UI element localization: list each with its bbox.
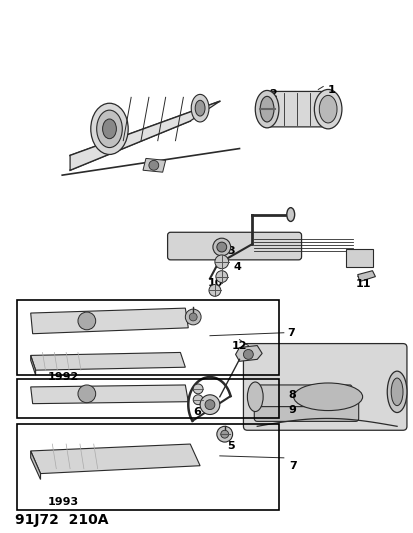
Text: 6: 6: [193, 407, 201, 417]
Text: 5: 5: [227, 441, 235, 451]
Text: 9: 9: [288, 405, 296, 415]
Polygon shape: [357, 271, 375, 281]
Circle shape: [78, 312, 95, 330]
FancyBboxPatch shape: [259, 385, 351, 407]
Ellipse shape: [286, 208, 294, 221]
Ellipse shape: [102, 119, 116, 139]
Ellipse shape: [313, 90, 341, 129]
Text: 7: 7: [286, 328, 294, 338]
Ellipse shape: [97, 110, 122, 148]
Text: 8: 8: [288, 390, 296, 400]
Polygon shape: [31, 385, 188, 403]
Circle shape: [215, 271, 227, 282]
Ellipse shape: [318, 95, 336, 123]
Circle shape: [209, 285, 220, 296]
Polygon shape: [70, 101, 219, 170]
Ellipse shape: [195, 100, 204, 116]
Text: 11: 11: [355, 279, 370, 288]
Circle shape: [216, 426, 232, 442]
Polygon shape: [142, 158, 165, 172]
Ellipse shape: [390, 378, 402, 406]
Ellipse shape: [293, 383, 362, 410]
Bar: [345, 249, 373, 266]
Text: 10: 10: [207, 278, 223, 288]
Circle shape: [193, 395, 202, 405]
Ellipse shape: [247, 382, 263, 411]
Text: 3: 3: [227, 246, 235, 256]
FancyBboxPatch shape: [254, 394, 358, 422]
Circle shape: [214, 255, 228, 269]
Polygon shape: [31, 352, 185, 370]
Ellipse shape: [216, 242, 226, 252]
Circle shape: [185, 309, 201, 325]
FancyBboxPatch shape: [167, 232, 301, 260]
Bar: [17, 300, 278, 375]
Circle shape: [220, 430, 228, 438]
FancyBboxPatch shape: [263, 92, 333, 127]
Circle shape: [199, 395, 219, 415]
Circle shape: [189, 313, 197, 321]
Ellipse shape: [90, 103, 128, 155]
Text: 7: 7: [288, 461, 296, 471]
Text: 91J72  210A: 91J72 210A: [15, 513, 108, 527]
Circle shape: [243, 350, 253, 359]
Text: 1: 1: [328, 85, 335, 94]
Ellipse shape: [259, 96, 273, 122]
Circle shape: [78, 385, 95, 402]
Circle shape: [204, 400, 214, 409]
Circle shape: [193, 384, 202, 394]
Polygon shape: [31, 356, 36, 375]
Ellipse shape: [255, 91, 278, 128]
FancyBboxPatch shape: [243, 344, 406, 430]
Ellipse shape: [191, 94, 209, 122]
Circle shape: [149, 160, 158, 170]
Polygon shape: [31, 451, 40, 480]
Text: 2: 2: [268, 90, 276, 100]
Text: 12: 12: [231, 341, 247, 351]
Polygon shape: [235, 345, 261, 361]
Text: 1993: 1993: [47, 497, 78, 507]
Polygon shape: [31, 308, 188, 334]
Bar: [17, 379, 278, 418]
Text: 1992: 1992: [47, 372, 78, 382]
Ellipse shape: [386, 371, 406, 413]
Text: 4: 4: [233, 262, 241, 272]
Polygon shape: [31, 444, 199, 474]
Ellipse shape: [212, 238, 230, 256]
Bar: [17, 424, 278, 510]
